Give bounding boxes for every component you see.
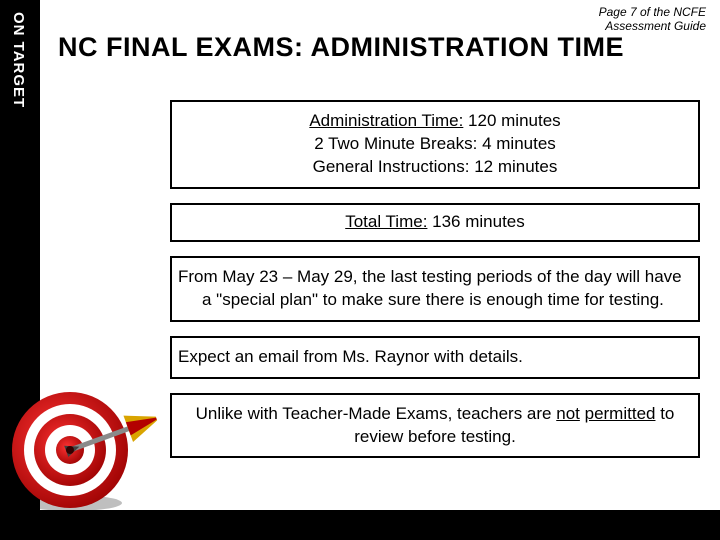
policy-not: not: [556, 404, 580, 423]
target-icon: [0, 355, 165, 520]
timing-line3: General Instructions: 12 minutes: [313, 157, 558, 176]
total-value: 136 minutes: [427, 212, 524, 231]
page-reference: Page 7 of the NCFE Assessment Guide: [599, 6, 706, 34]
policy-permitted: permitted: [585, 404, 656, 423]
policy-prefix: Unlike with Teacher-Made Exams, teachers…: [196, 404, 557, 423]
timing-value1: 120 minutes: [463, 111, 560, 130]
page-ref-line2: Assessment Guide: [605, 19, 706, 33]
timing-box: Administration Time: 120 minutes 2 Two M…: [170, 100, 700, 189]
email-box: Expect an email from Ms. Raynor with det…: [170, 336, 700, 379]
policy-box: Unlike with Teacher-Made Exams, teachers…: [170, 393, 700, 459]
plan-text: From May 23 – May 29, the last testing p…: [178, 266, 684, 312]
timing-label: Administration Time:: [309, 111, 463, 130]
total-box: Total Time: 136 minutes: [170, 203, 700, 242]
email-text: Expect an email from Ms. Raynor with det…: [178, 347, 523, 366]
plan-box: From May 23 – May 29, the last testing p…: [170, 256, 700, 322]
page-ref-line1: Page 7 of the NCFE: [599, 5, 706, 19]
timing-line2: 2 Two Minute Breaks: 4 minutes: [314, 134, 556, 153]
sidebar-label: ON TARGET: [0, 0, 27, 108]
page-title: NC FINAL EXAMS: ADMINISTRATION TIME: [58, 32, 624, 63]
content-area: Administration Time: 120 minutes 2 Two M…: [170, 100, 700, 472]
total-label: Total Time:: [345, 212, 427, 231]
